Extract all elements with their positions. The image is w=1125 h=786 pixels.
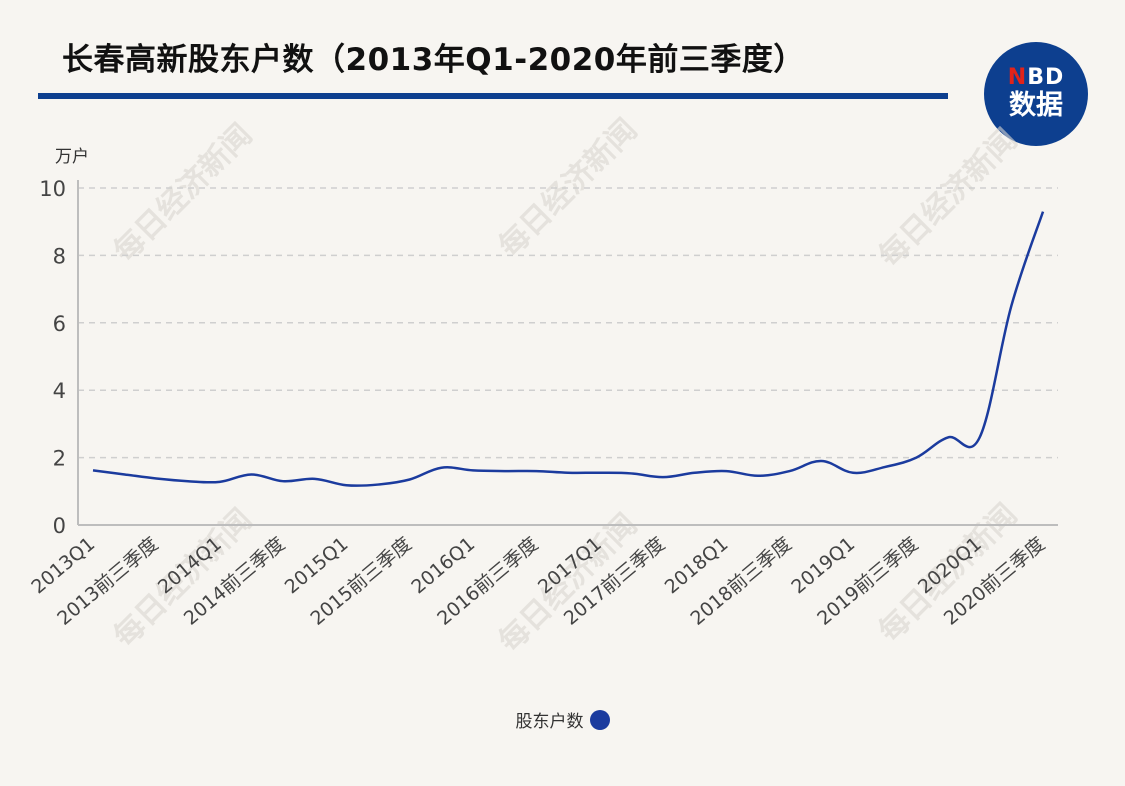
y-tick-labels: 0 2 4 6 8 10 [39, 177, 66, 538]
y-tick-label: 2 [53, 447, 66, 471]
series-line-股东户数 [92, 211, 1045, 487]
legend-label: 股东户数 [515, 712, 584, 732]
y-axis-label: 万户 [55, 147, 89, 167]
y-tick-label: 10 [39, 177, 66, 201]
axes [77, 180, 1058, 526]
nbd-logo: NBD 数据 [984, 42, 1088, 146]
y-tick-label: 8 [53, 244, 66, 268]
chart-title: 长春高新股东户数（2013年Q1-2020年前三季度） [62, 42, 805, 78]
watermark-text: 每日经济新闻 [872, 122, 1024, 274]
y-tick-label: 0 [53, 514, 66, 538]
series-lines [92, 211, 1045, 487]
title-underline [38, 93, 948, 99]
y-tick-label: 6 [53, 312, 66, 336]
legend-marker [589, 709, 610, 730]
watermark-text: 每日经济新闻 [107, 117, 259, 269]
logo-bottom-text: 数据 [1009, 90, 1063, 121]
y-tick-label: 4 [53, 379, 66, 403]
grid-lines [78, 187, 1058, 459]
legend: 股东户数 [0, 707, 1125, 732]
logo-top-text: NBD [1007, 65, 1065, 90]
